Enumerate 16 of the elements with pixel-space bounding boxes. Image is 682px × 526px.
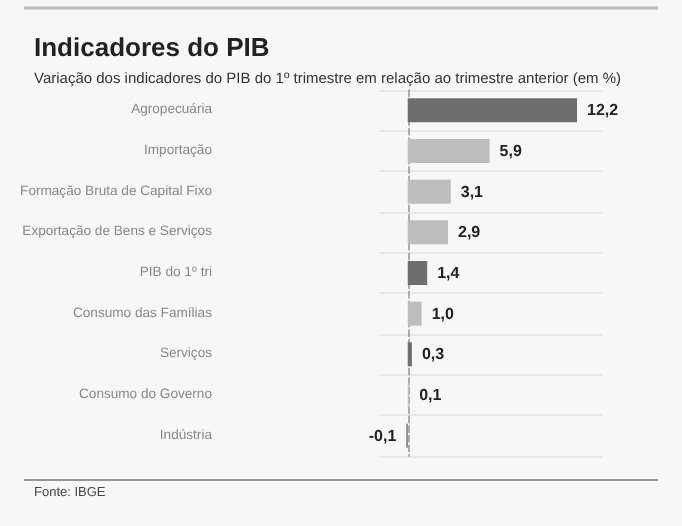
data-label: 3,1: [460, 182, 485, 201]
data-label: 5,9: [499, 142, 523, 160]
data-label: 0,1: [419, 386, 443, 404]
text: Indicadores do PIB: [34, 32, 270, 62]
data-label: 2,9: [457, 223, 482, 242]
data-label: 1,4: [437, 264, 461, 282]
bar: [407, 301, 422, 326]
data-label: 0,3: [421, 345, 446, 364]
data-label: 12,2: [587, 101, 620, 120]
bar: [407, 261, 428, 285]
data-label: -0,1: [368, 426, 398, 445]
data-label: 1,0: [431, 304, 455, 323]
bar: [407, 98, 578, 123]
bar: [407, 179, 451, 204]
bar: [407, 220, 448, 245]
bar: [407, 139, 490, 163]
